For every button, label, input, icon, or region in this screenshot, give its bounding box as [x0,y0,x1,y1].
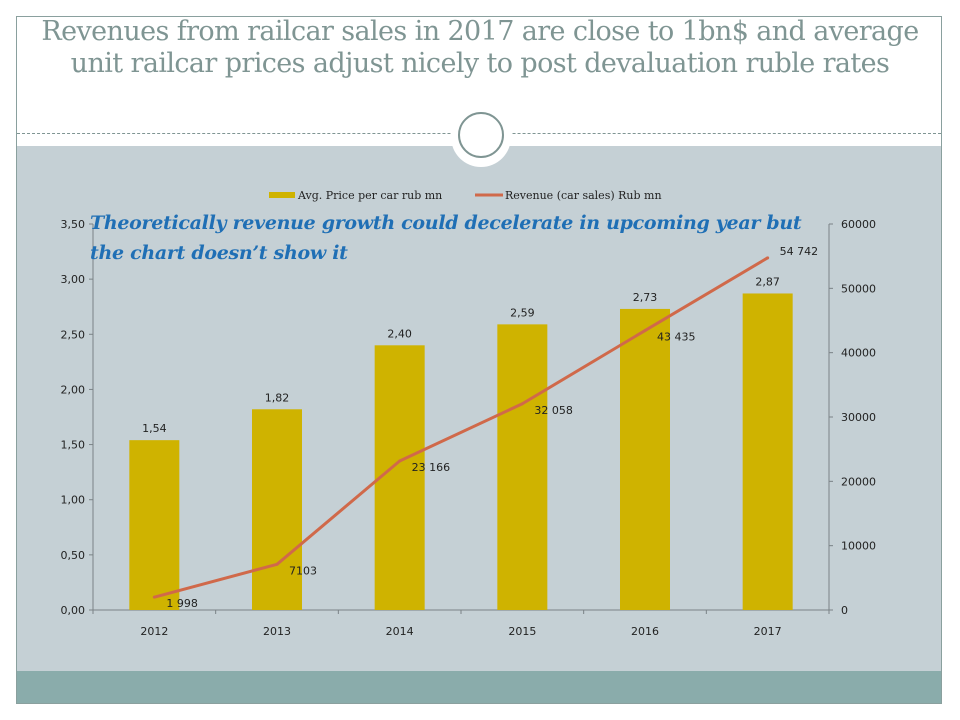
revenue-point [643,329,647,333]
slide-title: Revenues from railcar sales in 2017 are … [41,16,919,79]
left-axis-tick-label: 3,50 [61,218,86,231]
right-axis-tick-label: 10000 [841,540,876,553]
revenue-point [766,256,770,260]
right-axis-tick-label: 40000 [841,347,876,360]
chart-legend: Avg. Price per car rub mn Revenue (car s… [269,189,662,202]
footer-band [17,671,941,703]
x-axis-tick-label: 2013 [263,625,291,638]
chart-annotation: Theoretically revenue growth could decel… [90,212,802,264]
right-axis-tick-label: 30000 [841,411,876,424]
price-bar [374,345,425,610]
right-axis-tick-label: 20000 [841,475,876,488]
revenue-point-label: 23 166 [412,461,451,474]
legend-label-revenue: Revenue (car sales) Rub mn [505,189,662,202]
x-axis-tick-label: 2015 [508,625,536,638]
revenue-point-label: 54 742 [780,245,819,258]
revenue-point [398,459,402,463]
legend-label-price: Avg. Price per car rub mn [297,189,442,202]
price-bar [129,440,180,610]
left-axis-tick-label: 2,50 [61,328,86,341]
left-axis-tick-label: 0,00 [61,604,86,617]
price-bar [620,308,670,610]
revenue-point [520,402,524,406]
left-axis-tick-label: 3,00 [61,273,86,286]
x-axis-tick-label: 2016 [631,625,659,638]
ornament-ring-icon [458,112,504,158]
price-bar-label: 1,54 [142,422,167,435]
left-axis-tick-label: 0,50 [61,549,86,562]
right-axis-tick-label: 0 [841,604,848,617]
price-bar [742,293,793,610]
price-bar-label: 1,82 [265,391,290,404]
price-bar-label: 2,40 [387,327,412,340]
x-axis-tick-label: 2017 [754,625,782,638]
left-axis-tick-label: 1,00 [61,494,86,507]
price-bar [252,409,302,610]
x-axis-tick-label: 2014 [386,625,414,638]
revenue-point-label: 43 435 [657,331,696,344]
price-bar-label: 2,87 [755,275,780,288]
left-axis-tick-label: 2,00 [61,383,86,396]
price-bar-label: 2,73 [633,291,658,304]
revenue-point [275,562,279,566]
right-axis-tick-label: 50000 [841,282,876,295]
x-axis-tick-label: 2012 [140,625,168,638]
price-bar [497,324,548,610]
legend-swatch-price [269,192,295,198]
revenue-point-label: 7103 [289,564,317,577]
price-bar-label: 2,59 [510,306,535,319]
revenue-point [152,595,156,599]
right-axis-tick-label: 60000 [841,218,876,231]
revenue-line [153,256,769,599]
left-axis-tick-label: 1,50 [61,439,86,452]
revenue-point-label: 32 058 [534,404,573,417]
revenue-point-label: 1 998 [166,597,198,610]
